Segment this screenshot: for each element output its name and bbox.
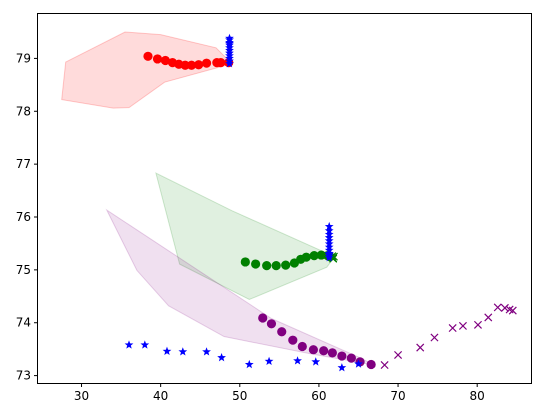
y-tick-label: 76 xyxy=(16,210,31,224)
data-point xyxy=(167,58,178,68)
data-point xyxy=(186,60,197,70)
x-tick-label: 50 xyxy=(232,389,247,403)
data-point xyxy=(380,361,389,370)
series-6 xyxy=(380,303,517,370)
y-tick-label: 73 xyxy=(16,369,31,383)
series-7 xyxy=(124,340,363,372)
y-axis-ticks: 73 74 75 76 77 78 79 xyxy=(16,51,38,383)
x-tick-label: 60 xyxy=(311,389,326,403)
data-point xyxy=(311,357,321,366)
y-tick-label: 78 xyxy=(16,104,31,118)
y-tick-label: 79 xyxy=(16,51,31,65)
data-point xyxy=(416,343,425,352)
plot-frame xyxy=(37,13,532,384)
data-point xyxy=(271,261,281,271)
data-point xyxy=(124,340,134,349)
data-point xyxy=(293,356,302,365)
data-point xyxy=(225,59,234,68)
data-point xyxy=(448,323,457,333)
data-point xyxy=(309,250,319,261)
y-tick-label: 74 xyxy=(16,316,31,330)
data-point xyxy=(301,252,311,262)
data-point xyxy=(262,261,272,271)
data-point xyxy=(281,260,291,270)
data-point xyxy=(264,356,274,366)
data-point xyxy=(366,359,376,370)
data-point xyxy=(337,351,347,361)
data-point xyxy=(337,363,347,372)
series-5 xyxy=(258,313,376,370)
x-tick-label: 30 xyxy=(74,389,89,403)
data-point xyxy=(160,55,171,66)
region-polygon-2 xyxy=(105,208,375,366)
data-point xyxy=(473,320,483,329)
data-point xyxy=(346,353,356,363)
confidence-regions xyxy=(61,31,375,366)
series-0 xyxy=(143,51,234,70)
data-point xyxy=(319,346,329,356)
data-point xyxy=(244,359,254,369)
data-point xyxy=(458,321,467,330)
region-polygon-1 xyxy=(155,172,336,301)
data-point xyxy=(178,347,188,356)
x-tick-label: 40 xyxy=(153,389,168,403)
data-point xyxy=(162,346,172,355)
y-tick-label: 75 xyxy=(16,263,31,277)
data-point xyxy=(484,313,493,322)
data-point xyxy=(297,341,307,352)
data-point xyxy=(508,306,517,315)
data-point xyxy=(324,253,334,262)
data-point xyxy=(327,348,337,358)
data-point xyxy=(308,345,318,355)
data-point xyxy=(324,221,334,231)
data-point xyxy=(266,319,277,329)
data-point xyxy=(140,340,150,349)
x-tick-label: 70 xyxy=(390,389,405,403)
data-point xyxy=(277,327,287,337)
data-point xyxy=(225,33,234,43)
y-tick-label: 77 xyxy=(16,157,31,171)
data-point xyxy=(240,257,250,267)
data-point xyxy=(500,303,509,312)
data-point xyxy=(324,249,334,258)
x-axis-ticks: 30 40 50 60 70 80 xyxy=(74,383,485,403)
data-point xyxy=(217,353,226,362)
data-point xyxy=(493,303,502,312)
data-point xyxy=(258,313,268,323)
series-1 xyxy=(225,33,234,68)
data-point xyxy=(194,60,204,70)
region-polygon-0 xyxy=(61,31,233,109)
data-point xyxy=(354,359,363,368)
data-point xyxy=(288,335,298,345)
x-tick-label: 80 xyxy=(470,389,485,403)
data-point xyxy=(212,58,222,68)
data-point xyxy=(251,259,261,269)
data-point xyxy=(225,39,234,48)
data-point xyxy=(143,51,153,61)
data-series xyxy=(124,33,517,372)
data-point xyxy=(201,58,212,68)
series-4 xyxy=(324,221,334,262)
data-point xyxy=(394,350,403,360)
data-point xyxy=(430,333,439,342)
data-point xyxy=(152,54,163,64)
data-point xyxy=(202,347,211,356)
